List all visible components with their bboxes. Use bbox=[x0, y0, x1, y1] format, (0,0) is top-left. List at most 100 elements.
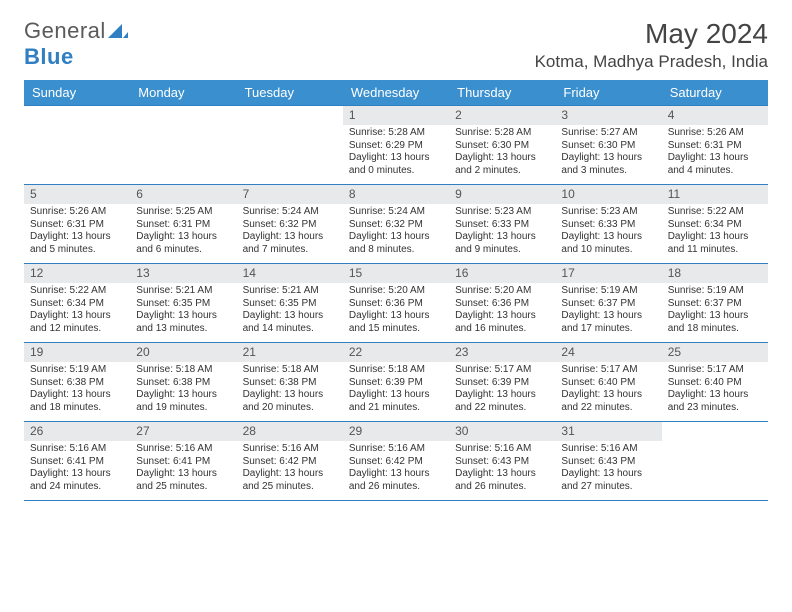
day-line: Sunset: 6:38 PM bbox=[243, 377, 337, 390]
day-line: Sunset: 6:35 PM bbox=[243, 298, 337, 311]
day-line: Sunrise: 5:16 AM bbox=[243, 443, 337, 456]
day-line: Sunset: 6:34 PM bbox=[668, 219, 762, 232]
day-line: Daylight: 13 hours bbox=[136, 468, 230, 481]
day-line: and 4 minutes. bbox=[668, 165, 762, 178]
day-cell: 7Sunrise: 5:24 AMSunset: 6:32 PMDaylight… bbox=[237, 185, 343, 263]
day-line: and 26 minutes. bbox=[455, 481, 549, 494]
day-cell: 27Sunrise: 5:16 AMSunset: 6:41 PMDayligh… bbox=[130, 422, 236, 500]
day-line: Daylight: 13 hours bbox=[243, 389, 337, 402]
day-line: Sunset: 6:32 PM bbox=[349, 219, 443, 232]
day-line: Sunset: 6:40 PM bbox=[668, 377, 762, 390]
day-line: Daylight: 13 hours bbox=[30, 389, 124, 402]
day-line: Daylight: 13 hours bbox=[349, 310, 443, 323]
day-body: Sunrise: 5:18 AMSunset: 6:38 PMDaylight:… bbox=[130, 362, 236, 418]
day-line: Sunset: 6:31 PM bbox=[668, 140, 762, 153]
day-body: Sunrise: 5:22 AMSunset: 6:34 PMDaylight:… bbox=[662, 204, 768, 260]
day-cell: 8Sunrise: 5:24 AMSunset: 6:32 PMDaylight… bbox=[343, 185, 449, 263]
day-cell: 28Sunrise: 5:16 AMSunset: 6:42 PMDayligh… bbox=[237, 422, 343, 500]
day-number: 26 bbox=[24, 422, 130, 441]
day-line: Sunset: 6:40 PM bbox=[561, 377, 655, 390]
day-line: Daylight: 13 hours bbox=[561, 468, 655, 481]
day-line: Sunrise: 5:17 AM bbox=[455, 364, 549, 377]
day-line: and 18 minutes. bbox=[30, 402, 124, 415]
day-line: Sunset: 6:37 PM bbox=[668, 298, 762, 311]
day-cell: 21Sunrise: 5:18 AMSunset: 6:38 PMDayligh… bbox=[237, 343, 343, 421]
day-body: Sunrise: 5:16 AMSunset: 6:42 PMDaylight:… bbox=[343, 441, 449, 497]
day-body: Sunrise: 5:16 AMSunset: 6:41 PMDaylight:… bbox=[130, 441, 236, 497]
day-line: Daylight: 13 hours bbox=[30, 231, 124, 244]
day-line: Sunrise: 5:16 AM bbox=[455, 443, 549, 456]
day-line: and 22 minutes. bbox=[561, 402, 655, 415]
week-row: 19Sunrise: 5:19 AMSunset: 6:38 PMDayligh… bbox=[24, 343, 768, 422]
day-body: Sunrise: 5:19 AMSunset: 6:38 PMDaylight:… bbox=[24, 362, 130, 418]
day-body: Sunrise: 5:17 AMSunset: 6:40 PMDaylight:… bbox=[662, 362, 768, 418]
day-cell: 18Sunrise: 5:19 AMSunset: 6:37 PMDayligh… bbox=[662, 264, 768, 342]
day-number: 6 bbox=[130, 185, 236, 204]
day-line: Sunrise: 5:26 AM bbox=[668, 127, 762, 140]
day-body: Sunrise: 5:24 AMSunset: 6:32 PMDaylight:… bbox=[343, 204, 449, 260]
day-body: Sunrise: 5:19 AMSunset: 6:37 PMDaylight:… bbox=[662, 283, 768, 339]
day-line: and 27 minutes. bbox=[561, 481, 655, 494]
day-line: Sunrise: 5:21 AM bbox=[243, 285, 337, 298]
day-body: Sunrise: 5:26 AMSunset: 6:31 PMDaylight:… bbox=[24, 204, 130, 260]
day-line: Sunrise: 5:22 AM bbox=[668, 206, 762, 219]
day-number: 31 bbox=[555, 422, 661, 441]
day-body: Sunrise: 5:18 AMSunset: 6:38 PMDaylight:… bbox=[237, 362, 343, 418]
day-number: 15 bbox=[343, 264, 449, 283]
day-line: Sunrise: 5:17 AM bbox=[668, 364, 762, 377]
day-line: and 3 minutes. bbox=[561, 165, 655, 178]
day-number: 3 bbox=[555, 106, 661, 125]
day-line: Sunrise: 5:24 AM bbox=[243, 206, 337, 219]
day-number: 24 bbox=[555, 343, 661, 362]
day-line: Sunrise: 5:27 AM bbox=[561, 127, 655, 140]
day-line: and 2 minutes. bbox=[455, 165, 549, 178]
day-line: and 10 minutes. bbox=[561, 244, 655, 257]
day-line: Daylight: 13 hours bbox=[136, 310, 230, 323]
day-number bbox=[662, 422, 768, 426]
day-line: and 24 minutes. bbox=[30, 481, 124, 494]
day-line: Sunrise: 5:18 AM bbox=[136, 364, 230, 377]
day-body: Sunrise: 5:20 AMSunset: 6:36 PMDaylight:… bbox=[449, 283, 555, 339]
day-body: Sunrise: 5:19 AMSunset: 6:37 PMDaylight:… bbox=[555, 283, 661, 339]
day-number: 22 bbox=[343, 343, 449, 362]
day-number: 14 bbox=[237, 264, 343, 283]
day-number bbox=[130, 106, 236, 110]
day-line: Daylight: 13 hours bbox=[243, 310, 337, 323]
day-line: Sunrise: 5:18 AM bbox=[243, 364, 337, 377]
day-line: and 12 minutes. bbox=[30, 323, 124, 336]
day-line: and 7 minutes. bbox=[243, 244, 337, 257]
day-cell: 5Sunrise: 5:26 AMSunset: 6:31 PMDaylight… bbox=[24, 185, 130, 263]
day-cell: 9Sunrise: 5:23 AMSunset: 6:33 PMDaylight… bbox=[449, 185, 555, 263]
day-number: 27 bbox=[130, 422, 236, 441]
day-cell: 23Sunrise: 5:17 AMSunset: 6:39 PMDayligh… bbox=[449, 343, 555, 421]
brand-text: GeneralBlue bbox=[24, 18, 128, 70]
day-line: Daylight: 13 hours bbox=[455, 152, 549, 165]
day-line: Sunrise: 5:23 AM bbox=[455, 206, 549, 219]
day-cell bbox=[130, 106, 236, 184]
day-line: Sunrise: 5:28 AM bbox=[349, 127, 443, 140]
brand-part1: General bbox=[24, 18, 106, 43]
location-label: Kotma, Madhya Pradesh, India bbox=[535, 52, 768, 72]
day-line: Sunset: 6:43 PM bbox=[561, 456, 655, 469]
day-body: Sunrise: 5:24 AMSunset: 6:32 PMDaylight:… bbox=[237, 204, 343, 260]
day-cell bbox=[237, 106, 343, 184]
day-line: Daylight: 13 hours bbox=[668, 231, 762, 244]
brand-logo: GeneralBlue bbox=[24, 18, 128, 70]
day-cell: 13Sunrise: 5:21 AMSunset: 6:35 PMDayligh… bbox=[130, 264, 236, 342]
day-line: Sunrise: 5:17 AM bbox=[561, 364, 655, 377]
day-line: Daylight: 13 hours bbox=[136, 231, 230, 244]
day-number: 13 bbox=[130, 264, 236, 283]
day-body: Sunrise: 5:25 AMSunset: 6:31 PMDaylight:… bbox=[130, 204, 236, 260]
day-line: Daylight: 13 hours bbox=[455, 389, 549, 402]
week-row: 26Sunrise: 5:16 AMSunset: 6:41 PMDayligh… bbox=[24, 422, 768, 501]
day-number: 29 bbox=[343, 422, 449, 441]
day-number: 25 bbox=[662, 343, 768, 362]
day-line: Daylight: 13 hours bbox=[561, 231, 655, 244]
day-line: and 13 minutes. bbox=[136, 323, 230, 336]
day-line: Sunrise: 5:19 AM bbox=[30, 364, 124, 377]
day-line: and 26 minutes. bbox=[349, 481, 443, 494]
day-body: Sunrise: 5:28 AMSunset: 6:29 PMDaylight:… bbox=[343, 125, 449, 181]
day-line: and 19 minutes. bbox=[136, 402, 230, 415]
day-line: Daylight: 13 hours bbox=[455, 231, 549, 244]
day-body: Sunrise: 5:17 AMSunset: 6:40 PMDaylight:… bbox=[555, 362, 661, 418]
